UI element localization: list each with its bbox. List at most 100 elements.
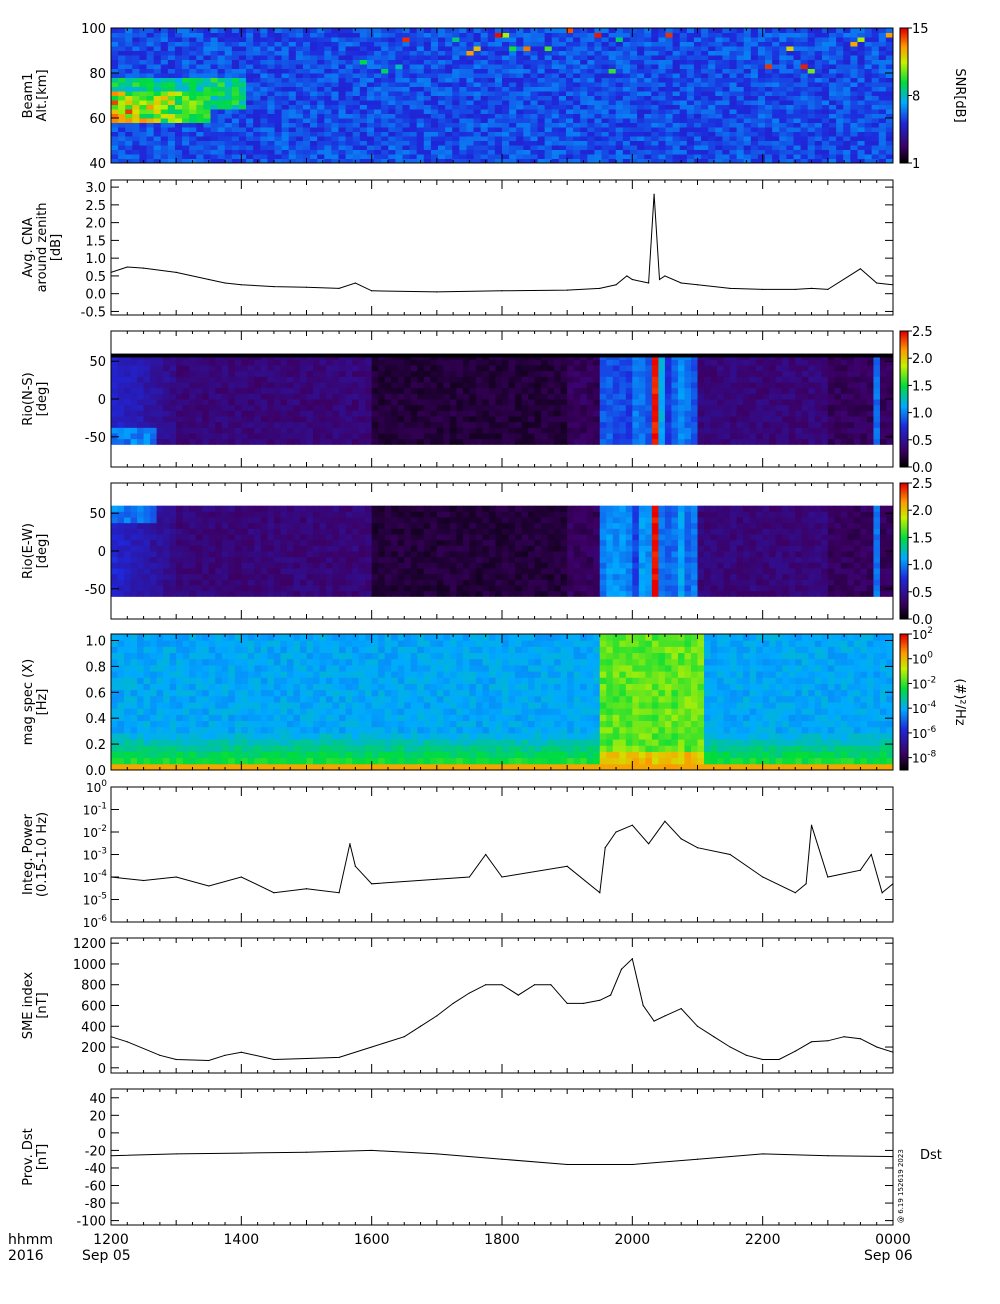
- snr-heatmap-cell: [424, 114, 432, 119]
- snr-heatmap-cell: [779, 33, 787, 38]
- snr-heatmap-cell: [822, 60, 830, 65]
- snr-heatmap-cell: [189, 96, 197, 101]
- snr-heatmap-cell: [623, 154, 631, 159]
- snr-heatmap-cell: [338, 69, 346, 74]
- snr-heatmap-cell: [744, 105, 752, 110]
- snr-heatmap-cell: [125, 123, 133, 128]
- snr-heatmap-cell: [573, 141, 581, 146]
- snr-heatmap-cell: [338, 154, 346, 159]
- riometer-heatmap-cell: [131, 382, 138, 388]
- snr-heatmap-cell: [836, 118, 844, 123]
- snr-heatmap-cell: [886, 145, 894, 150]
- snr-heatmap-cell: [303, 100, 311, 105]
- snr-heatmap-cell: [452, 136, 460, 141]
- snr-heatmap-cell: [168, 69, 176, 74]
- snr-heatmap-cell: [218, 145, 226, 150]
- cna-series-point: [860, 268, 861, 269]
- snr-heatmap-cell: [488, 105, 496, 110]
- riometer-heatmap-cell: [183, 376, 190, 382]
- riometer-heatmap-cell: [339, 399, 346, 405]
- snr-heatmap-cell: [410, 28, 418, 33]
- snr-heatmap-cell: [331, 82, 339, 87]
- snr-heatmap-cell: [886, 109, 894, 114]
- riometer-heatmap-cell: [502, 422, 509, 428]
- riometer-heatmap-cell: [632, 433, 639, 439]
- snr-heatmap-cell: [374, 91, 382, 96]
- riometer-heatmap-cell: [398, 439, 405, 445]
- riometer-heatmap-cell: [248, 388, 255, 394]
- snr-heatmap-cell: [275, 132, 283, 137]
- snr-heatmap-cell: [303, 118, 311, 123]
- snr-heatmap-cell: [559, 96, 567, 101]
- snr-heatmap-cell: [317, 118, 325, 123]
- snr-heatmap-cell: [701, 82, 709, 87]
- snr-heatmap-cell: [239, 132, 247, 137]
- riometer-heatmap-cell: [313, 393, 320, 399]
- riometer-heatmap-cell: [326, 433, 333, 439]
- snr-heatmap-cell: [765, 33, 773, 38]
- snr-heatmap-cell: [538, 145, 546, 150]
- snr-heatmap-cell: [715, 42, 723, 47]
- snr-heatmap-cell: [744, 46, 752, 51]
- snr-heatmap-cell: [616, 28, 624, 33]
- snr-heatmap-cell: [616, 96, 624, 101]
- snr-heatmap-cell: [495, 64, 503, 69]
- snr-heatmap-cell: [822, 141, 830, 146]
- riometer-heatmap-cell: [189, 410, 196, 416]
- riometer-heatmap-cell: [157, 376, 164, 382]
- snr-heatmap-cell: [765, 51, 773, 56]
- snr-heatmap-cell: [324, 51, 332, 56]
- riometer-heatmap-cell: [424, 371, 431, 377]
- snr-heatmap-cell: [175, 60, 183, 65]
- snr-heatmap-cell: [623, 46, 631, 51]
- riometer-heatmap-cell: [346, 393, 353, 399]
- snr-heatmap-cell: [338, 87, 346, 92]
- snr-heatmap-cell: [836, 60, 844, 65]
- riometer-heatmap-cell: [541, 427, 548, 433]
- riometer-heatmap-cell: [209, 382, 216, 388]
- riometer-heatmap-cell: [515, 393, 522, 399]
- snr-heatmap-cell: [701, 132, 709, 137]
- riometer-heatmap-cell: [137, 439, 144, 445]
- snr-heatmap-cell: [189, 64, 197, 69]
- snr-heatmap-cell: [374, 118, 382, 123]
- snr-heatmap-cell: [843, 150, 851, 155]
- snr-heatmap-cell: [644, 82, 652, 87]
- snr-heatmap-cell: [239, 82, 247, 87]
- snr-heatmap-cell: [509, 114, 517, 119]
- snr-heatmap-cell: [381, 132, 389, 137]
- snr-heatmap-cell: [850, 136, 858, 141]
- snr-heatmap-cell: [744, 127, 752, 132]
- snr-heatmap-cell: [623, 118, 631, 123]
- snr-heatmap-cell: [175, 55, 183, 60]
- snr-heatmap-cell: [843, 33, 851, 38]
- snr-heatmap-cell: [822, 33, 830, 38]
- snr-heatmap-cell: [786, 96, 794, 101]
- snr-heatmap-cell: [765, 132, 773, 137]
- snr-heatmap-cell: [225, 33, 233, 38]
- snr-heatmap-cell: [516, 154, 524, 159]
- snr-heatmap-cell: [737, 145, 745, 150]
- snr-heatmap-cell: [182, 69, 190, 74]
- riometer-heatmap-cell: [632, 371, 639, 377]
- snr-heatmap-cell: [609, 37, 617, 42]
- snr-heatmap-cell: [801, 123, 809, 128]
- snr-heatmap-cell: [353, 64, 361, 69]
- riometer-heatmap-cell: [293, 388, 300, 394]
- snr-heatmap-cell: [523, 91, 531, 96]
- snr-heatmap-cell: [801, 105, 809, 110]
- snr-heatmap-cell: [211, 87, 219, 92]
- y-tick-label: 0.0: [85, 288, 106, 303]
- riometer-heatmap-cell: [241, 371, 248, 377]
- snr-heatmap-cell: [168, 150, 176, 155]
- riometer-heatmap-cell: [144, 399, 151, 405]
- riometer-heatmap-cell: [385, 393, 392, 399]
- snr-heatmap-cell: [843, 73, 851, 78]
- snr-heatmap-cell: [139, 154, 147, 159]
- riometer-heatmap-cell: [482, 365, 489, 371]
- snr-heatmap-cell: [154, 145, 162, 150]
- snr-heatmap-cell: [829, 82, 837, 87]
- riometer-heatmap-cell: [509, 439, 516, 445]
- snr-heatmap-cell: [715, 46, 723, 51]
- snr-heatmap-cell: [530, 73, 538, 78]
